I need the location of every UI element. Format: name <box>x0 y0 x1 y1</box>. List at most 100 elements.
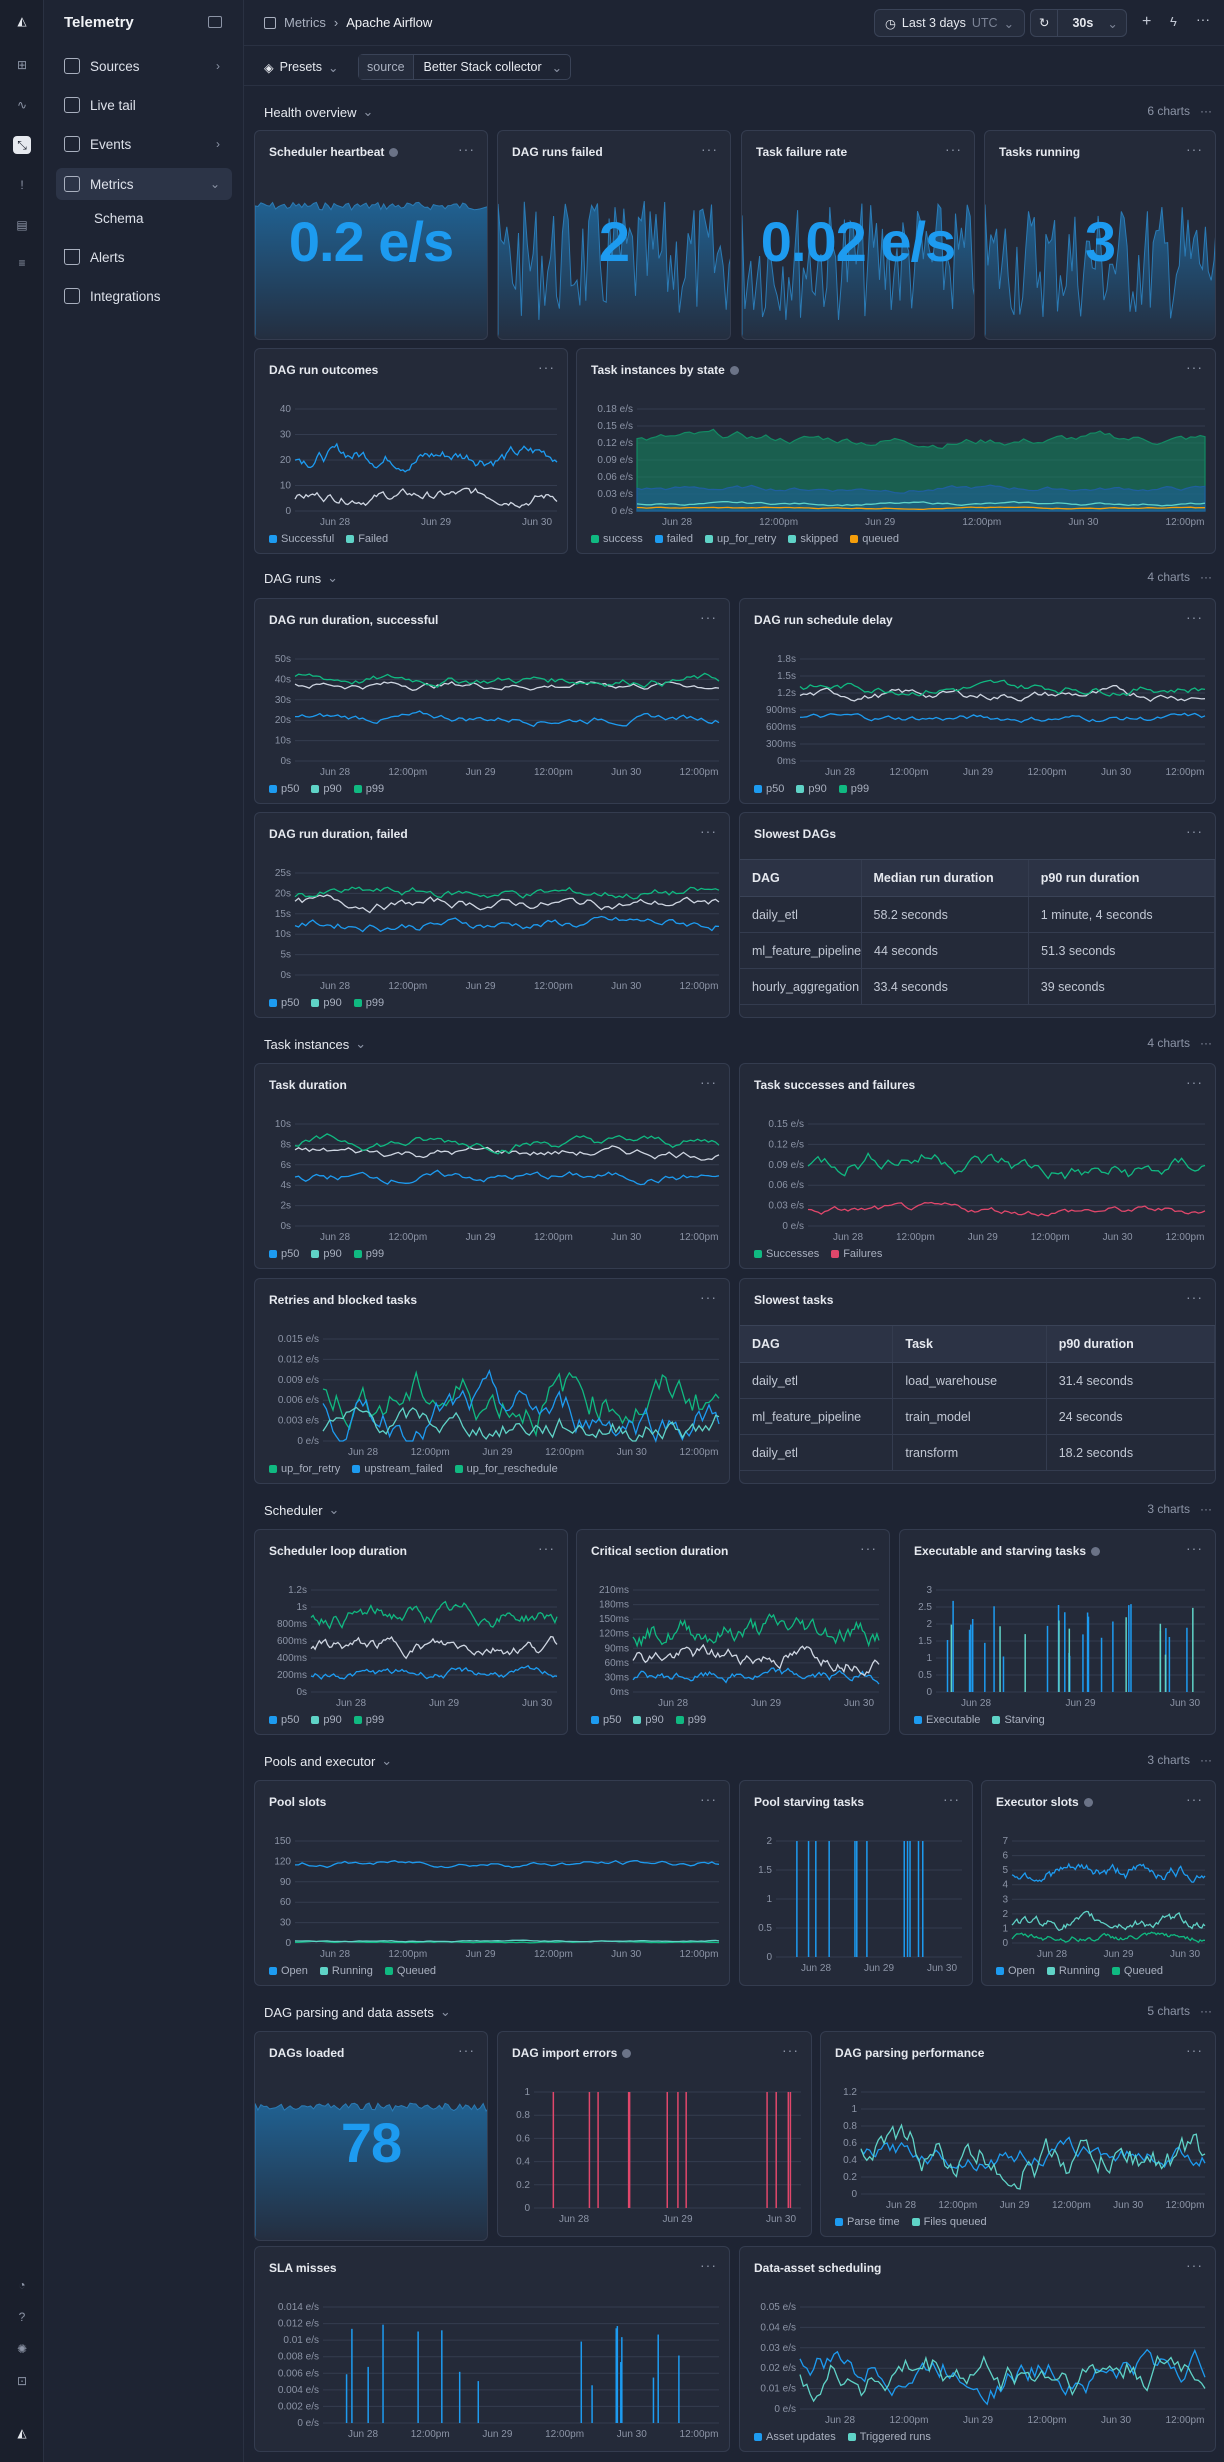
chart-card[interactable]: DAG run duration, failed ··· 25s 20s 15s 10s 5… <box>254 812 730 1018</box>
legend-item[interactable]: Triggered runs <box>847 2431 931 2443</box>
legend-item[interactable]: Failed <box>346 533 388 545</box>
more-icon[interactable]: ··· <box>1186 359 1203 375</box>
legend-item[interactable]: Executable <box>914 1714 980 1726</box>
more-icon[interactable]: ··· <box>1200 570 1212 584</box>
more-icon[interactable]: ··· <box>538 359 555 375</box>
legend-item[interactable]: p90 <box>311 1248 342 1260</box>
incidents-icon[interactable]: ! <box>20 178 24 192</box>
chart-card[interactable]: DAG run schedule delay ··· 1.8s 1.5s 1.2s 900… <box>739 598 1216 804</box>
legend-item[interactable]: up_for_retry <box>705 533 776 545</box>
more-icon[interactable]: ··· <box>1186 609 1203 625</box>
column-header[interactable]: Median run duration <box>862 860 1029 896</box>
chart-card[interactable]: Executable and starving tasks ··· 3 2.5 2 1.5… <box>899 1529 1216 1735</box>
more-icon[interactable]: ··· <box>860 1540 877 1556</box>
chart-card[interactable]: DAG parsing performance ··· 1.2 1 0.8 0.6 0.4 0… <box>820 2031 1216 2237</box>
sidebar-item-live-tail[interactable]: Live tail <box>56 89 232 121</box>
chart-card[interactable]: Pool slots ··· 150 120 90 60 30 0 Jun 28 12:00pm J… <box>254 1780 730 1986</box>
logo-icon[interactable]: ◭ <box>17 14 27 28</box>
column-header[interactable]: Task <box>893 1326 1047 1362</box>
more-icon[interactable]: ··· <box>701 141 718 157</box>
presets-button[interactable]: ◈ Presets ⌄ <box>264 60 339 75</box>
source-filter[interactable]: source Better Stack collector ⌄ <box>358 54 572 80</box>
legend-item[interactable]: up_for_retry <box>269 1463 340 1475</box>
legend-item[interactable]: p99 <box>675 1714 706 1726</box>
chart-card[interactable]: Executor slots ··· 7 6 5 4 3 2 1 0 Jun 28 Jun 29 Jun… <box>981 1780 1216 1986</box>
timerange-picker[interactable]: ◷ Last 3 days UTC ⌄ <box>874 9 1026 37</box>
legend-item[interactable]: p50 <box>269 997 299 1009</box>
legend-item[interactable]: p90 <box>796 783 827 795</box>
legend-item[interactable]: Asset updates <box>754 2431 836 2443</box>
more-icon[interactable]: ··· <box>700 1074 717 1090</box>
breadcrumb-metrics[interactable]: Metrics <box>284 15 326 30</box>
legend-item[interactable]: p99 <box>353 783 384 795</box>
table-row[interactable]: hourly_aggregation 33.4 seconds 39 seconds <box>740 969 1215 1005</box>
legend-item[interactable]: Failures <box>831 1248 882 1260</box>
more-icon[interactable]: ··· <box>1200 1036 1212 1050</box>
more-icon[interactable]: ··· <box>1186 141 1203 157</box>
account-icon[interactable]: ◭ <box>17 2426 27 2440</box>
more-icon[interactable]: ··· <box>538 1540 555 1556</box>
legend-item[interactable]: Running <box>1046 1965 1100 1977</box>
telemetry-icon[interactable]: ⤡ <box>13 136 31 154</box>
table-row[interactable]: daily_etl 58.2 seconds 1 minute, 4 seconds <box>740 897 1215 933</box>
legend-item[interactable]: p50 <box>269 783 299 795</box>
more-icon[interactable]: ··· <box>700 1791 717 1807</box>
info-icon[interactable] <box>1091 1546 1101 1556</box>
chart-card[interactable]: Data-asset scheduling ··· 0.05 e/s 0.04 e/s… <box>739 2246 1216 2452</box>
section-title[interactable]: DAG runs ⌄ <box>264 570 338 586</box>
legend-item[interactable]: skipped <box>788 533 838 545</box>
more-icon[interactable]: ··· <box>1186 1289 1203 1305</box>
help-icon[interactable]: ? <box>18 2310 26 2324</box>
legend-item[interactable]: p50 <box>269 1714 299 1726</box>
settings-icon[interactable]: ✺ <box>16 2342 28 2356</box>
more-icon[interactable]: ··· <box>700 609 717 625</box>
legend-item[interactable]: p50 <box>269 1248 299 1260</box>
chart-card[interactable]: Pool starving tasks ··· 2 1.5 1 0.5 0 Jun 28 Jun… <box>739 1780 973 1986</box>
legend-item[interactable]: p90 <box>311 1714 342 1726</box>
legend-item[interactable]: Files queued <box>911 2216 987 2228</box>
chart-card[interactable]: DAG run outcomes ··· 40 30 20 10 0 Jun 28 Jun 29… <box>254 348 568 554</box>
add-icon[interactable]: + <box>1142 13 1152 30</box>
stat-card[interactable]: Scheduler heartbeat ··· 0.2 e/s <box>254 130 488 340</box>
legend-item[interactable]: p99 <box>353 1248 384 1260</box>
table-row[interactable]: ml_feature_pipeline 44 seconds 51.3 second… <box>740 933 1215 969</box>
more-icon[interactable]: ··· <box>1200 1753 1212 1767</box>
chart-card[interactable]: Scheduler loop duration ··· 1.2s 1s 800ms 600… <box>254 1529 568 1735</box>
more-icon[interactable]: ··· <box>700 2257 717 2273</box>
legend-item[interactable]: p99 <box>353 1714 384 1726</box>
legend-item[interactable]: Open <box>996 1965 1035 1977</box>
legend-item[interactable]: success <box>591 533 643 545</box>
section-title[interactable]: DAG parsing and data assets ⌄ <box>264 2004 451 2020</box>
bell-icon[interactable]: ◔ <box>18 2278 26 2292</box>
sidebar-item-metrics[interactable]: Metrics ⌄ <box>56 168 232 200</box>
more-icon[interactable]: ··· <box>1186 1074 1203 1090</box>
more-icon[interactable]: ··· <box>1186 823 1203 839</box>
chart-card[interactable]: DAG import errors ··· 1 0.8 0.6 0.4 0.2 0 Jun 28… <box>497 2031 812 2237</box>
column-header[interactable]: DAG <box>740 1326 894 1362</box>
chart-card[interactable]: Task instances by state ··· 0.18 e/s 0.15 e… <box>576 348 1216 554</box>
chart-card[interactable]: SLA misses ··· 0.014 e/s 0.012 e/s 0.01 e/s 0… <box>254 2246 730 2452</box>
more-icon[interactable]: ··· <box>945 141 962 157</box>
legend-item[interactable]: Parse time <box>835 2216 900 2228</box>
legend-item[interactable]: Open <box>269 1965 308 1977</box>
more-icon[interactable]: ··· <box>1200 2004 1212 2018</box>
dashboards-icon[interactable]: ▤ <box>16 218 28 232</box>
legend-item[interactable]: Queued <box>1111 1965 1163 1977</box>
sources-icon[interactable]: ⊞ <box>16 58 28 72</box>
table-row[interactable]: daily_etl load_warehouse 31.4 seconds <box>740 1363 1215 1399</box>
section-title[interactable]: Pools and executor ⌄ <box>264 1753 393 1769</box>
more-icon[interactable]: ··· <box>458 141 475 157</box>
legend-item[interactable]: Starving <box>992 1714 1045 1726</box>
stat-card[interactable]: Task failure rate ··· 0.02 e/s <box>741 130 975 340</box>
section-title[interactable]: Health overview ⌄ <box>264 104 374 120</box>
more-icon[interactable]: ··· <box>1186 2257 1203 2273</box>
more-icon[interactable]: ··· <box>458 2042 475 2058</box>
chart-card[interactable]: DAG run duration, successful ··· 50s 40s 30s… <box>254 598 730 804</box>
sidebar-item-events[interactable]: Events › <box>56 128 232 160</box>
more-icon[interactable]: ··· <box>1196 11 1210 27</box>
legend-item[interactable]: p99 <box>353 997 384 1009</box>
info-icon[interactable] <box>622 2048 632 2058</box>
legend-item[interactable]: p90 <box>633 1714 664 1726</box>
refresh-control[interactable]: ↻ 30s ⌄ <box>1030 9 1127 37</box>
legend-item[interactable]: Running <box>319 1965 373 1977</box>
